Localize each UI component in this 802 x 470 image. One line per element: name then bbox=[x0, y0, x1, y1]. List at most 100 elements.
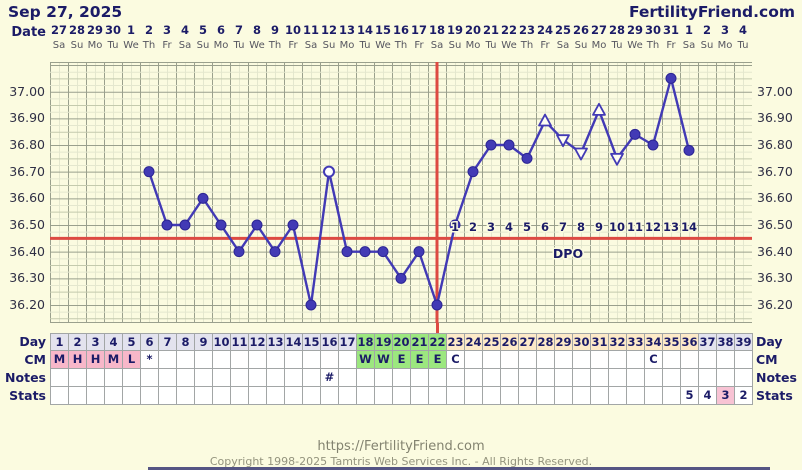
cm-cell: E bbox=[429, 351, 447, 369]
cm-cell bbox=[627, 351, 645, 369]
y-tick-label-right: 36.20 bbox=[757, 296, 793, 312]
notes-cell bbox=[717, 369, 735, 387]
stats-cell bbox=[159, 387, 177, 405]
weekday-cell: Su bbox=[574, 40, 588, 51]
table-row-cm: CM M H H M L * W W E E E C C CM bbox=[0, 351, 802, 369]
dpo-label: 6 bbox=[541, 220, 549, 234]
cm-cell: H bbox=[87, 351, 105, 369]
cm-cell bbox=[717, 351, 735, 369]
weekday-cell: Fr bbox=[414, 40, 424, 51]
day-cell: 24 bbox=[465, 334, 483, 351]
notes-cell bbox=[375, 369, 393, 387]
stats-cell bbox=[141, 387, 159, 405]
day-cell: 17 bbox=[339, 334, 357, 351]
notes-cell bbox=[87, 369, 105, 387]
day-cell: 1 bbox=[51, 334, 69, 351]
notes-cell bbox=[105, 369, 123, 387]
stats-cell: 3 bbox=[717, 387, 735, 405]
cm-cell bbox=[699, 351, 717, 369]
stats-cell bbox=[375, 387, 393, 405]
notes-cell bbox=[609, 369, 627, 387]
weekday-cell: Sa bbox=[682, 40, 696, 51]
weekday-cell: Th bbox=[394, 40, 408, 51]
temperature-point bbox=[251, 219, 263, 231]
date-cell: 28 bbox=[68, 23, 85, 37]
date-cell: 2 bbox=[702, 23, 711, 37]
cm-cell bbox=[465, 351, 483, 369]
weekday-cell: Mo bbox=[339, 40, 355, 51]
notes-cell bbox=[213, 369, 231, 387]
cutoff-bottom-bar bbox=[148, 467, 770, 470]
date-cell: 29 bbox=[86, 23, 103, 37]
date-cell: 1 bbox=[684, 23, 693, 37]
cm-cell bbox=[735, 351, 753, 369]
y-tick-label-left: 36.30 bbox=[9, 270, 45, 286]
y-tick-label-left: 36.50 bbox=[9, 217, 45, 232]
stats-cell bbox=[663, 387, 681, 405]
temperature-point bbox=[341, 246, 353, 258]
date-cell: 11 bbox=[302, 23, 319, 37]
notes-cell bbox=[357, 369, 375, 387]
cm-cell bbox=[213, 351, 231, 369]
temperature-point bbox=[197, 192, 209, 204]
stats-cell bbox=[231, 387, 249, 405]
notes-cell bbox=[627, 369, 645, 387]
stats-cell: 2 bbox=[735, 387, 753, 405]
y-tick-label-right: 36.30 bbox=[757, 270, 793, 286]
weekday-cell: Fr bbox=[666, 40, 676, 51]
date-cell: 7 bbox=[234, 23, 243, 37]
day-cell: 35 bbox=[663, 334, 681, 351]
dpo-label: 4 bbox=[505, 220, 513, 234]
weekday-cell: Sa bbox=[52, 40, 66, 51]
date-cell: 10 bbox=[284, 23, 301, 37]
notes-cell bbox=[195, 369, 213, 387]
y-tick-label-right: 36.60 bbox=[757, 190, 793, 206]
day-cell: 26 bbox=[501, 334, 519, 351]
day-cell: 29 bbox=[555, 334, 573, 351]
stats-cell bbox=[645, 387, 663, 405]
weekday-header-row: Sa Su Mo Tu We Th Fr Sa Su Mo Tu We Th Fr Sa Su Mo Tu We Th… bbox=[50, 40, 752, 54]
day-cell: 14 bbox=[285, 334, 303, 351]
day-cell: 23 bbox=[447, 334, 465, 351]
weekday-cell: Mo bbox=[591, 40, 607, 51]
y-tick-label-left: 36.20 bbox=[9, 296, 45, 312]
date-cell: 9 bbox=[270, 23, 279, 37]
date-cell: 24 bbox=[536, 23, 553, 37]
notes-cell bbox=[267, 369, 285, 387]
temperature-point bbox=[647, 139, 659, 151]
notes-cell bbox=[663, 369, 681, 387]
dpo-label: 2 bbox=[469, 220, 477, 234]
cm-cell bbox=[501, 351, 519, 369]
temperature-point-adjusted-down bbox=[610, 152, 624, 166]
notes-cell bbox=[519, 369, 537, 387]
day-cell: 38 bbox=[717, 334, 735, 351]
day-cell: 39 bbox=[735, 334, 753, 351]
stats-cell bbox=[69, 387, 87, 405]
cm-cell: * bbox=[141, 351, 159, 369]
stats-cell: 5 bbox=[681, 387, 699, 405]
weekday-cell: Sa bbox=[430, 40, 444, 51]
temperature-point bbox=[179, 219, 191, 231]
cm-cell bbox=[177, 351, 195, 369]
y-tick-label-right: 36.90 bbox=[757, 110, 793, 126]
cm-cell: E bbox=[411, 351, 429, 369]
temperature-point bbox=[215, 219, 227, 231]
brand-logo-link[interactable]: FertilityFriend.com bbox=[628, 3, 795, 21]
table-row-notes: Notes # Notes bbox=[0, 369, 802, 387]
weekday-cell: Sa bbox=[556, 40, 570, 51]
footer-url-link[interactable]: https://FertilityFriend.com bbox=[317, 439, 485, 454]
dpo-label: 9 bbox=[595, 220, 603, 234]
temperature-point bbox=[467, 166, 479, 178]
temperature-point-adjusted-down bbox=[556, 134, 570, 148]
date-cell: 20 bbox=[464, 23, 481, 37]
stats-cell bbox=[105, 387, 123, 405]
cm-cell bbox=[321, 351, 339, 369]
notes-cell bbox=[573, 369, 591, 387]
weekday-cell: Mo bbox=[717, 40, 733, 51]
row-label-right-cm: CM bbox=[756, 352, 778, 367]
date-cell: 25 bbox=[554, 23, 571, 37]
notes-cell bbox=[339, 369, 357, 387]
notes-cell bbox=[681, 369, 699, 387]
y-tick-label-left: 36.60 bbox=[9, 190, 45, 206]
stats-cell bbox=[627, 387, 645, 405]
